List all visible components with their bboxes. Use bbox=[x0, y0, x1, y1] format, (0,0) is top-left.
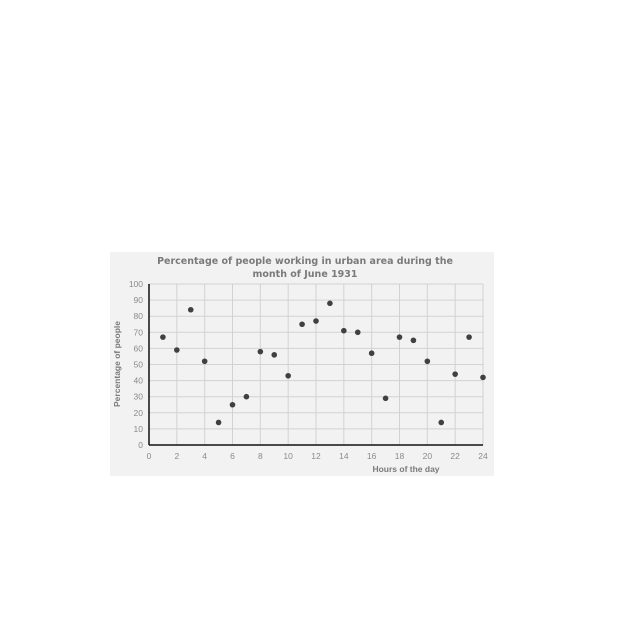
x-tick-label: 20 bbox=[423, 451, 433, 461]
data-point bbox=[174, 347, 180, 353]
data-point bbox=[438, 419, 445, 426]
x-tick-label: 0 bbox=[147, 451, 152, 461]
data-point bbox=[271, 352, 278, 358]
data-point bbox=[382, 395, 389, 402]
axes bbox=[148, 284, 483, 446]
data-point bbox=[424, 358, 431, 365]
data-point bbox=[327, 300, 333, 307]
x-tick-label: 14 bbox=[339, 451, 349, 461]
y-tick-label: 0 bbox=[138, 440, 143, 450]
data-point bbox=[299, 321, 305, 328]
y-axis-title: Percentage of people bbox=[112, 321, 122, 407]
y-tick-label: 30 bbox=[134, 392, 144, 402]
data-point bbox=[341, 327, 347, 334]
data-point bbox=[215, 419, 222, 426]
x-tick-label: 2 bbox=[174, 451, 179, 461]
data-points bbox=[160, 300, 486, 426]
y-tick-label: 70 bbox=[134, 327, 144, 337]
x-tick-label: 18 bbox=[395, 451, 405, 461]
x-tick-label: 12 bbox=[311, 451, 321, 461]
x-tick-label: 4 bbox=[202, 451, 207, 461]
x-tick-label: 8 bbox=[258, 451, 263, 461]
data-point bbox=[201, 358, 208, 365]
data-point bbox=[368, 350, 375, 357]
x-tick-labels: 0 2 4 6 8 10 12 14 16 18 20 22 24 bbox=[147, 451, 488, 461]
data-point bbox=[187, 306, 194, 313]
y-tick-label: 60 bbox=[134, 343, 144, 353]
y-tick-label: 80 bbox=[134, 311, 144, 321]
y-tick-label: 90 bbox=[134, 295, 144, 305]
scatter-chart: Percentage of people working in urban ar… bbox=[112, 256, 488, 474]
x-tick-label: 6 bbox=[230, 451, 235, 461]
data-point bbox=[243, 393, 250, 400]
x-axis-title: Hours of the day bbox=[372, 464, 439, 474]
data-point bbox=[257, 348, 264, 355]
y-tick-label: 40 bbox=[134, 376, 144, 386]
y-tick-label: 10 bbox=[134, 424, 144, 434]
x-tick-label: 24 bbox=[478, 451, 488, 461]
data-point bbox=[160, 334, 166, 340]
data-point bbox=[410, 337, 417, 344]
data-point bbox=[452, 371, 458, 377]
data-point bbox=[466, 334, 472, 340]
data-point bbox=[229, 401, 236, 408]
chart-card: Percentage of people working in urban ar… bbox=[110, 252, 494, 476]
y-tick-label: 20 bbox=[134, 408, 144, 418]
data-point bbox=[396, 334, 403, 340]
y-tick-label: 50 bbox=[134, 360, 144, 370]
data-point bbox=[354, 329, 361, 336]
x-tick-label: 22 bbox=[450, 451, 460, 461]
y-tick-labels: 0 10 20 30 40 50 60 70 80 90 100 bbox=[129, 279, 143, 450]
grid bbox=[149, 283, 484, 445]
chart-title-line-2: month of June 1931 bbox=[252, 269, 357, 280]
y-tick-label: 100 bbox=[129, 279, 143, 289]
data-point bbox=[285, 372, 291, 379]
data-point bbox=[480, 374, 486, 381]
x-tick-label: 10 bbox=[283, 451, 293, 461]
x-tick-label: 16 bbox=[367, 451, 377, 461]
data-point bbox=[313, 318, 319, 324]
chart-title-line-1: Percentage of people working in urban ar… bbox=[157, 256, 453, 267]
